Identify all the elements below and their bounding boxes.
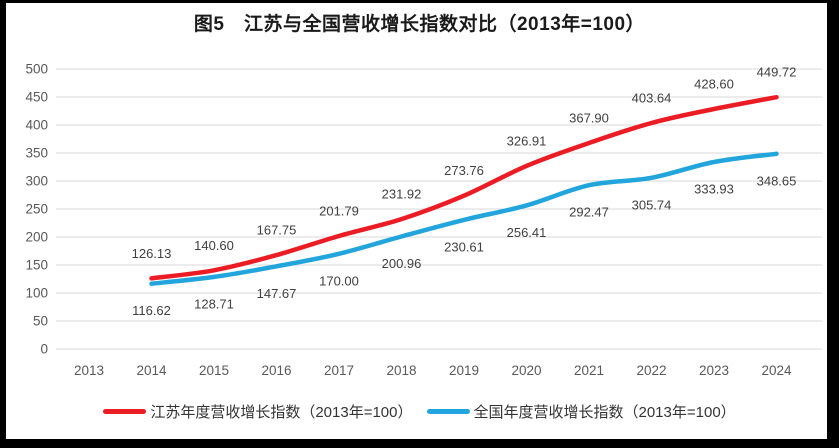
jiangsu-line-swatch [103,409,147,414]
data-label: 348.65 [757,173,797,188]
legend-label-jiangsu: 江苏年度营收增长指数（2013年=100） [150,404,413,421]
data-label: 140.60 [194,238,234,253]
data-label: 428.60 [694,77,734,92]
x-axis-tick-label: 2019 [449,363,479,378]
data-label: 403.64 [632,91,672,106]
legend-item-national: 全国年度营收增长指数（2013年=100） [426,401,736,422]
x-axis-tick-label: 2014 [136,363,167,378]
data-label: 201.79 [319,204,359,219]
data-label: 147.67 [257,286,297,301]
y-axis-tick-label: 0 [40,342,48,357]
y-axis-tick-label: 250 [25,202,48,217]
legend: 江苏年度营收增长指数（2013年=100） 全国年度营收增长指数（2013年=1… [0,401,839,422]
data-label: 333.93 [694,182,734,197]
national-line-swatch [426,409,470,414]
data-label: 449.72 [757,65,797,80]
y-axis-tick-label: 400 [25,118,48,133]
x-axis-tick-label: 2018 [386,363,416,378]
data-label: 256.41 [507,225,547,240]
y-axis-tick-label: 350 [25,146,48,161]
data-label: 116.62 [132,303,171,318]
data-label: 231.92 [382,187,422,202]
x-axis-tick-label: 2016 [261,363,291,378]
x-axis-tick-label: 2021 [574,363,604,378]
chart-title: 图5 江苏与全国营收增长指数对比（2013年=100） [193,14,646,35]
jiangsu-series-line [149,94,779,281]
y-axis-tick-label: 100 [25,286,48,301]
data-label: 128.71 [194,296,234,311]
data-label: 326.91 [507,133,547,148]
x-axis-tick-label: 2024 [761,363,792,378]
data-label: 167.75 [257,223,297,238]
y-axis-tick-label: 150 [25,258,48,273]
data-label: 273.76 [444,163,484,178]
x-axis-tick-label: 2020 [511,363,541,378]
data-label: 305.74 [632,197,672,212]
y-axis-tick-label: 200 [25,230,48,245]
chart-panel [6,3,827,439]
data-label: 126.13 [132,246,172,261]
data-label: 170.00 [319,273,359,288]
y-axis-tick-label: 500 [25,62,48,77]
data-label: 230.61 [444,239,484,254]
y-axis-tick-label: 450 [25,90,48,105]
legend-label-national: 全国年度营收增长指数（2013年=100） [473,404,736,421]
x-axis-tick-label: 2023 [699,363,729,378]
x-axis-tick-label: 2017 [324,363,354,378]
data-label: 200.96 [382,256,422,271]
x-axis-tick-label: 2013 [74,363,104,378]
x-axis-tick-label: 2022 [636,363,666,378]
data-label: 292.47 [569,205,609,220]
x-axis-tick-label: 2015 [199,363,229,378]
y-axis-tick-label: 50 [33,314,48,329]
legend-item-jiangsu: 江苏年度营收增长指数（2013年=100） [103,401,413,422]
national-series-line [149,151,779,286]
y-axis-tick-label: 300 [25,174,48,189]
data-label: 367.90 [569,111,609,126]
